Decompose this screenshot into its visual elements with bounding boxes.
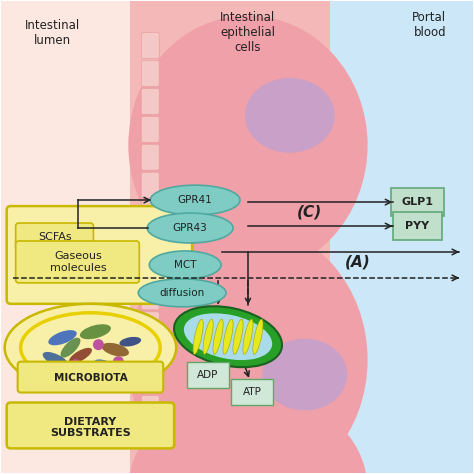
FancyBboxPatch shape <box>141 61 159 86</box>
Ellipse shape <box>223 319 233 354</box>
Text: Gaseous
molecules: Gaseous molecules <box>50 251 107 273</box>
Ellipse shape <box>193 319 203 354</box>
Text: (C): (C) <box>297 205 322 219</box>
FancyBboxPatch shape <box>141 144 159 170</box>
FancyBboxPatch shape <box>231 379 273 404</box>
FancyBboxPatch shape <box>141 395 159 421</box>
FancyBboxPatch shape <box>141 312 159 337</box>
FancyBboxPatch shape <box>141 228 159 254</box>
FancyBboxPatch shape <box>141 340 159 365</box>
Ellipse shape <box>184 313 272 360</box>
FancyBboxPatch shape <box>141 172 159 198</box>
Ellipse shape <box>61 337 81 357</box>
Ellipse shape <box>147 213 233 243</box>
Ellipse shape <box>69 348 92 364</box>
Ellipse shape <box>94 359 117 372</box>
FancyBboxPatch shape <box>141 368 159 393</box>
Text: GPR41: GPR41 <box>178 195 212 205</box>
Text: diffusion: diffusion <box>160 288 205 298</box>
FancyBboxPatch shape <box>130 0 360 474</box>
Ellipse shape <box>233 319 243 354</box>
Ellipse shape <box>213 319 223 354</box>
FancyBboxPatch shape <box>141 116 159 142</box>
FancyBboxPatch shape <box>392 212 442 240</box>
Ellipse shape <box>102 343 129 356</box>
FancyBboxPatch shape <box>141 256 159 282</box>
Circle shape <box>113 356 124 367</box>
FancyBboxPatch shape <box>7 402 174 448</box>
Ellipse shape <box>128 225 368 474</box>
Text: Intestinal
epithelial
cells: Intestinal epithelial cells <box>220 11 275 54</box>
Text: ADP: ADP <box>197 370 219 380</box>
FancyBboxPatch shape <box>16 241 139 283</box>
FancyBboxPatch shape <box>330 0 474 474</box>
Text: PYY: PYY <box>405 221 429 231</box>
Ellipse shape <box>243 319 253 354</box>
Ellipse shape <box>138 279 226 307</box>
Text: (A): (A) <box>345 255 371 269</box>
Ellipse shape <box>80 324 111 339</box>
Ellipse shape <box>128 390 368 474</box>
FancyBboxPatch shape <box>16 223 93 251</box>
Ellipse shape <box>203 319 213 354</box>
Text: DIETARY
SUBSTRATES: DIETARY SUBSTRATES <box>50 417 131 438</box>
Ellipse shape <box>78 365 99 374</box>
Ellipse shape <box>128 16 368 275</box>
FancyBboxPatch shape <box>187 362 229 388</box>
Text: ATP: ATP <box>243 386 261 397</box>
Text: GLP1: GLP1 <box>401 197 433 207</box>
FancyBboxPatch shape <box>7 206 192 304</box>
Ellipse shape <box>253 319 263 354</box>
Ellipse shape <box>245 78 335 153</box>
Ellipse shape <box>5 304 176 392</box>
Ellipse shape <box>119 337 141 346</box>
Text: MCT: MCT <box>174 260 196 270</box>
Text: Intestinal
lumen: Intestinal lumen <box>25 18 80 46</box>
Circle shape <box>70 359 81 370</box>
Ellipse shape <box>263 339 347 410</box>
Text: (B): (B) <box>88 208 113 223</box>
FancyBboxPatch shape <box>391 188 445 216</box>
Ellipse shape <box>48 330 77 345</box>
Ellipse shape <box>149 251 221 279</box>
Ellipse shape <box>174 306 282 367</box>
Text: MICROBIOTA: MICROBIOTA <box>54 373 128 383</box>
Circle shape <box>93 339 104 350</box>
Ellipse shape <box>52 369 69 378</box>
Text: GPR43: GPR43 <box>173 223 208 233</box>
Ellipse shape <box>43 352 68 367</box>
FancyBboxPatch shape <box>141 89 159 114</box>
Ellipse shape <box>150 185 240 215</box>
Text: SCFAs: SCFAs <box>39 232 73 242</box>
FancyBboxPatch shape <box>141 284 159 310</box>
Text: Portal
blood: Portal blood <box>412 11 447 39</box>
FancyBboxPatch shape <box>141 423 159 449</box>
FancyBboxPatch shape <box>18 362 163 392</box>
FancyBboxPatch shape <box>141 33 159 58</box>
FancyBboxPatch shape <box>141 200 159 226</box>
